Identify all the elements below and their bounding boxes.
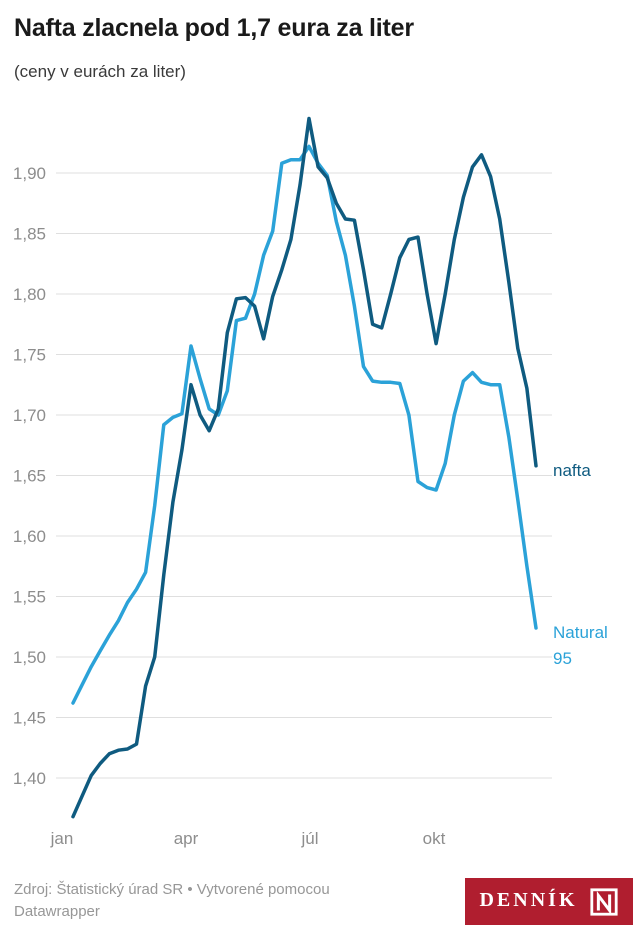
x-tick-label-apr: apr bbox=[174, 829, 199, 848]
y-tick-label: 1,70 bbox=[13, 406, 46, 425]
x-tick-label-júl: júl bbox=[300, 829, 318, 848]
y-tick-label: 1,45 bbox=[13, 709, 46, 728]
source-line-1: Zdroj: Štatistický úrad SR • Vytvorené p… bbox=[14, 881, 330, 898]
y-tick-label: 1,65 bbox=[13, 467, 46, 486]
source-line-2: Datawrapper bbox=[14, 903, 100, 920]
series-label-natural-95: Natural bbox=[553, 623, 608, 642]
series-line-nafta bbox=[71, 116, 538, 819]
y-tick-label: 1,40 bbox=[13, 769, 46, 788]
series-line-natural-95 bbox=[71, 144, 538, 705]
y-tick-label: 1,60 bbox=[13, 527, 46, 546]
source-text: Zdroj: Štatistický úrad SR • Vytvorené p… bbox=[14, 879, 414, 923]
x-tick-label-jan: jan bbox=[50, 829, 74, 848]
y-tick-label: 1,55 bbox=[13, 588, 46, 607]
y-tick-label: 1,50 bbox=[13, 648, 46, 667]
y-tick-label: 1,90 bbox=[13, 164, 46, 183]
dennikn-n-icon bbox=[589, 887, 618, 916]
y-tick-label: 1,80 bbox=[13, 285, 46, 304]
x-tick-label-okt: okt bbox=[423, 829, 446, 848]
dennikn-logo: DENNÍK bbox=[465, 878, 633, 925]
dennikn-logo-text: DENNÍK bbox=[479, 889, 578, 911]
y-tick-label: 1,75 bbox=[13, 346, 46, 365]
series-label-natural-95: 95 bbox=[553, 649, 572, 668]
chart-subtitle: (ceny v eurách za liter) bbox=[14, 62, 186, 81]
chart-title: Nafta zlacnela pod 1,7 eura za liter bbox=[14, 14, 414, 42]
y-tick-label: 1,85 bbox=[13, 225, 46, 244]
series-label-nafta: nafta bbox=[553, 461, 591, 480]
